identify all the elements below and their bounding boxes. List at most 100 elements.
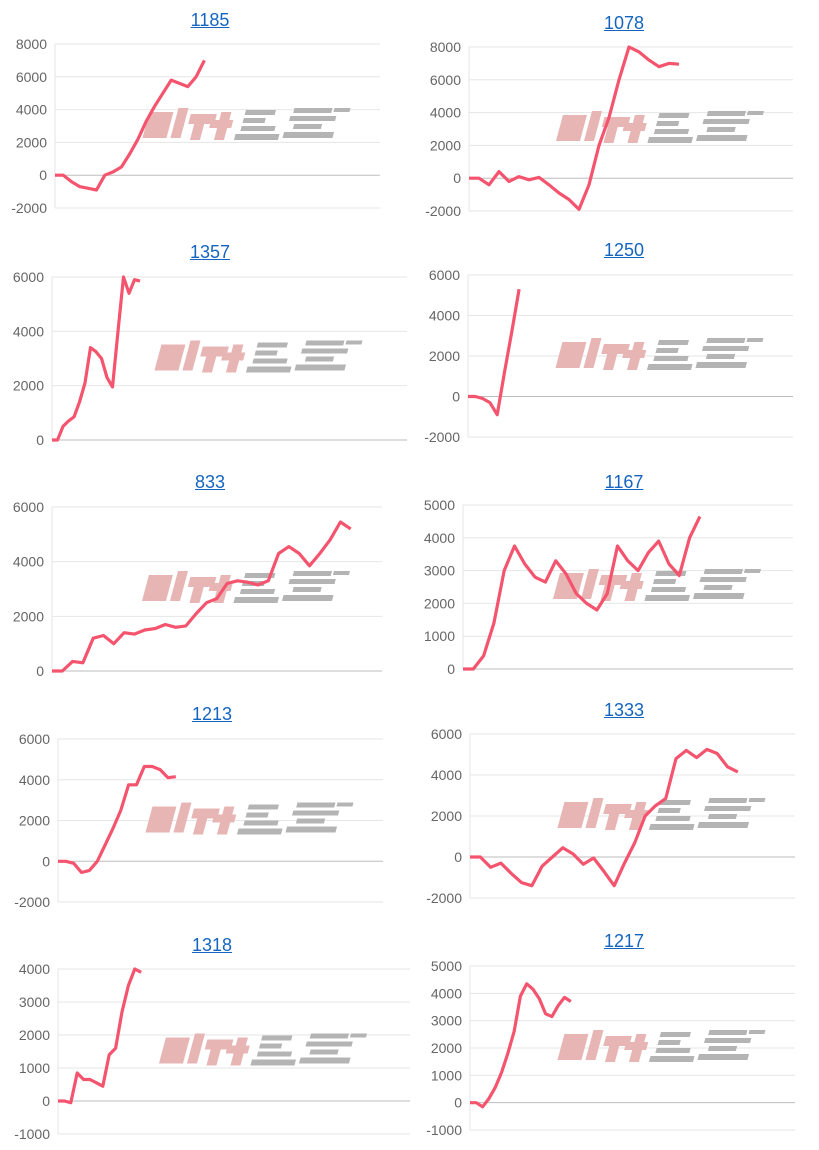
chart-1250: 6000 4000 2000 0 -2000 bbox=[424, 267, 793, 445]
y-tick-label: 2000 bbox=[19, 813, 50, 829]
watermark-mark bbox=[292, 124, 323, 129]
watermark-mark bbox=[201, 352, 218, 373]
watermark-mark bbox=[646, 364, 693, 370]
chart-title-link[interactable]: 1185 bbox=[190, 10, 230, 30]
series-line bbox=[470, 982, 572, 1109]
series-line bbox=[470, 747, 739, 888]
watermark-mark bbox=[704, 806, 752, 811]
y-tick-label: 2000 bbox=[431, 808, 462, 824]
y-tick-label: 0 bbox=[42, 1093, 50, 1109]
watermark-logo bbox=[154, 340, 363, 373]
watermark-mark bbox=[585, 1030, 604, 1060]
y-tick-label: -2000 bbox=[425, 203, 461, 219]
watermark-mark bbox=[626, 342, 645, 370]
y-tick-label: 2000 bbox=[19, 1027, 50, 1043]
y-tick-label: 6000 bbox=[19, 731, 50, 747]
watermark-mark bbox=[295, 818, 326, 824]
watermark-mark bbox=[702, 119, 750, 124]
chart-title-link[interactable]: 1318 bbox=[191, 935, 233, 955]
y-tick-label: 5000 bbox=[431, 958, 462, 974]
watermark-mark bbox=[245, 366, 292, 373]
series-line bbox=[52, 275, 141, 442]
watermark-mark bbox=[243, 820, 279, 826]
y-tick-label: 4000 bbox=[431, 985, 462, 1001]
series-line bbox=[52, 520, 352, 673]
watermark-mark bbox=[289, 116, 337, 121]
chart-title-link[interactable]: 1357 bbox=[189, 242, 231, 262]
watermark-mark bbox=[707, 1046, 738, 1051]
watermark-mark bbox=[252, 358, 288, 364]
watermark-mark bbox=[256, 1051, 293, 1057]
chart-title-link[interactable]: 1078 bbox=[603, 13, 645, 33]
watermark-mark bbox=[697, 822, 750, 828]
watermark-mark bbox=[285, 826, 338, 833]
watermark-logo bbox=[142, 108, 351, 140]
watermark-mark bbox=[652, 579, 677, 584]
y-tick-label: 8000 bbox=[430, 39, 461, 55]
y-tick-label: 0 bbox=[39, 167, 47, 183]
watermark-mark bbox=[189, 583, 205, 603]
watermark-mark bbox=[585, 798, 604, 828]
watermark-mark bbox=[655, 121, 680, 126]
chart-1078: 8000 6000 4000 2000 0 -2000 bbox=[425, 39, 793, 219]
y-tick-label: 8000 bbox=[16, 36, 47, 52]
chart-title-link[interactable]: 1167 bbox=[604, 472, 644, 492]
watermark-mark bbox=[332, 571, 351, 575]
y-tick-label: 0 bbox=[447, 661, 455, 677]
watermark-mark bbox=[557, 802, 589, 828]
y-tick-label: 6000 bbox=[429, 267, 460, 283]
chart-1185: 8000 6000 4000 2000 0 -2000 bbox=[11, 36, 380, 216]
chart-title-link[interactable]: 1250 bbox=[603, 240, 645, 260]
y-tick-label: 3000 bbox=[431, 1013, 462, 1029]
chart-1357: 6000 4000 2000 0 bbox=[13, 269, 407, 448]
series-line bbox=[58, 764, 177, 875]
chart-title-link[interactable]: 1213 bbox=[191, 704, 233, 724]
watermark-mark bbox=[746, 338, 764, 342]
series-line bbox=[463, 515, 702, 671]
watermark-mark bbox=[245, 812, 269, 818]
watermark-mark bbox=[305, 1041, 353, 1047]
watermark-mark bbox=[583, 111, 602, 141]
watermark-mark bbox=[707, 814, 738, 819]
chart-title-link[interactable]: 833 bbox=[194, 472, 226, 492]
watermark-mark bbox=[748, 798, 766, 802]
y-tick-label: 4000 bbox=[13, 554, 44, 570]
watermark-mark bbox=[301, 348, 349, 354]
watermark-mark bbox=[580, 569, 599, 599]
y-tick-label: -2000 bbox=[426, 890, 462, 906]
y-tick-label: 4000 bbox=[13, 323, 44, 339]
series-line bbox=[469, 45, 680, 211]
watermark-mark bbox=[603, 123, 619, 143]
watermark-mark bbox=[158, 1037, 190, 1064]
watermark-mark bbox=[182, 340, 201, 371]
watermark-mark bbox=[704, 1038, 752, 1043]
watermark-mark bbox=[309, 1033, 349, 1039]
y-tick-label: 2000 bbox=[424, 595, 455, 611]
watermark-mark bbox=[173, 802, 192, 833]
watermark-mark bbox=[655, 816, 691, 821]
y-tick-label: 4000 bbox=[19, 961, 50, 977]
chart-title-link[interactable]: 1217 bbox=[603, 931, 645, 951]
watermark-mark bbox=[141, 575, 173, 601]
watermark-mark bbox=[258, 1043, 283, 1049]
watermark-mark bbox=[244, 573, 276, 578]
y-tick-label: 6000 bbox=[16, 69, 47, 85]
y-tick-label: 2000 bbox=[430, 137, 461, 153]
watermark-mark bbox=[648, 1056, 695, 1062]
watermark-mark bbox=[247, 804, 279, 810]
watermark-mark bbox=[236, 828, 283, 835]
watermark-mark bbox=[305, 340, 345, 346]
watermark-mark bbox=[692, 593, 745, 599]
watermark-mark bbox=[655, 348, 679, 353]
y-tick-label: 1000 bbox=[19, 1060, 50, 1076]
watermark-mark bbox=[281, 595, 334, 601]
chart-1318: 4000 3000 2000 1000 0 -1000 bbox=[14, 961, 410, 1142]
watermark-mark bbox=[256, 342, 288, 348]
chart-title-link[interactable]: 1333 bbox=[603, 700, 645, 720]
watermark-logo bbox=[141, 571, 351, 603]
watermark-mark bbox=[336, 802, 354, 807]
y-tick-label: -2000 bbox=[11, 200, 47, 216]
watermark-mark bbox=[292, 571, 332, 576]
watermark-logo bbox=[145, 802, 354, 835]
watermark-mark bbox=[333, 108, 351, 112]
